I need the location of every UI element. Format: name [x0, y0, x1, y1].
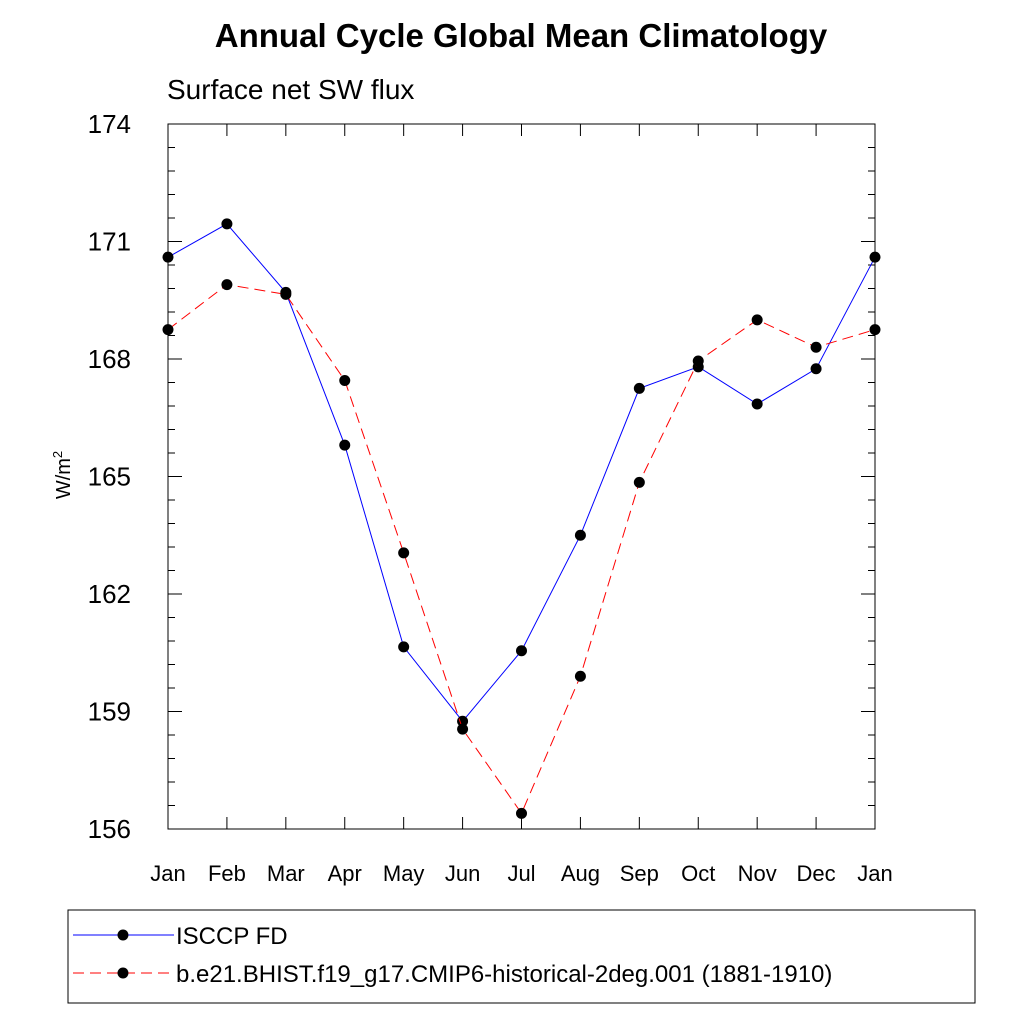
series-2: [162, 279, 881, 819]
legend: ISCCP FD b.e21.BHIST.f19_g17.CMIP6-histor…: [67, 909, 976, 1004]
series-line: [167, 284, 876, 815]
data-point: [574, 670, 586, 682]
data-point: [751, 398, 763, 410]
x-tick-label: Jul: [507, 861, 535, 886]
data-point: [280, 288, 292, 300]
y-tick-label: 171: [88, 227, 131, 257]
data-point: [810, 341, 822, 353]
x-tick-label: Oct: [681, 861, 715, 886]
x-tick-label: May: [383, 861, 425, 886]
series-layer: [162, 218, 881, 819]
y-axis-label: W/m2: [50, 451, 75, 499]
y-axis-label-superscript: 2: [50, 451, 65, 458]
y-tick-label: 159: [88, 697, 131, 727]
y-tick-label: 174: [88, 109, 131, 139]
data-point: [398, 641, 410, 653]
x-tick-label: Jan: [857, 861, 892, 886]
data-point: [516, 807, 527, 819]
data-point: [162, 251, 174, 263]
data-point: [221, 279, 233, 291]
data-point: [633, 476, 645, 488]
data-point: [221, 218, 233, 230]
data-point: [516, 645, 527, 657]
x-tick-label: Dec: [797, 861, 836, 886]
data-point: [457, 715, 469, 727]
legend-label: ISCCP FD: [176, 923, 288, 950]
data-point: [574, 529, 586, 541]
legend-marker: [117, 967, 129, 979]
x-tick-label: Nov: [738, 861, 777, 886]
y-tick-label: 165: [88, 462, 131, 492]
series-1: [162, 218, 881, 727]
y-tick-label: 162: [88, 579, 131, 609]
x-tick-label: Mar: [267, 861, 305, 886]
x-tick-label: Apr: [328, 861, 362, 886]
data-point: [869, 251, 881, 263]
y-tick-label: 156: [88, 814, 131, 844]
data-point: [633, 382, 645, 394]
x-tick-label: Sep: [620, 861, 659, 886]
y-axis-ticks: [168, 123, 875, 830]
data-point: [398, 547, 410, 559]
data-point: [339, 375, 351, 387]
legend-box: [67, 909, 976, 1004]
chart-subtitle: Surface net SW flux: [167, 74, 414, 105]
data-point: [810, 363, 822, 375]
y-axis-tick-labels: 156 159 162 165 168 171 174: [88, 109, 131, 844]
data-point: [692, 355, 704, 367]
y-axis-label-base: W/m: [53, 458, 75, 499]
x-tick-label: Aug: [561, 861, 600, 886]
data-point: [457, 723, 469, 735]
data-point: [751, 314, 763, 326]
y-tick-label: 168: [88, 344, 131, 374]
x-tick-label: Jun: [445, 861, 480, 886]
x-tick-label: Jan: [150, 861, 185, 886]
plot-frame: [167, 123, 876, 830]
x-axis-ticks: [167, 124, 876, 829]
data-point: [162, 324, 174, 336]
legend-item-1: ISCCP FD: [73, 923, 288, 950]
legend-item-2: b.e21.BHIST.f19_g17.CMIP6-historical-2de…: [73, 961, 832, 988]
data-point: [339, 439, 351, 451]
x-axis-tick-labels: Jan Feb Mar Apr May Jun Jul Aug Sep Oct Nov Dec Jan: [150, 861, 892, 886]
data-point: [869, 324, 881, 336]
legend-marker: [117, 929, 129, 941]
chart-title: Annual Cycle Global Mean Climatology: [215, 17, 828, 54]
legend-label: b.e21.BHIST.f19_g17.CMIP6-historical-2de…: [176, 961, 832, 988]
legend-items: ISCCP FD b.e21.BHIST.f19_g17.CMIP6-histor…: [73, 923, 832, 988]
x-tick-label: Feb: [208, 861, 246, 886]
